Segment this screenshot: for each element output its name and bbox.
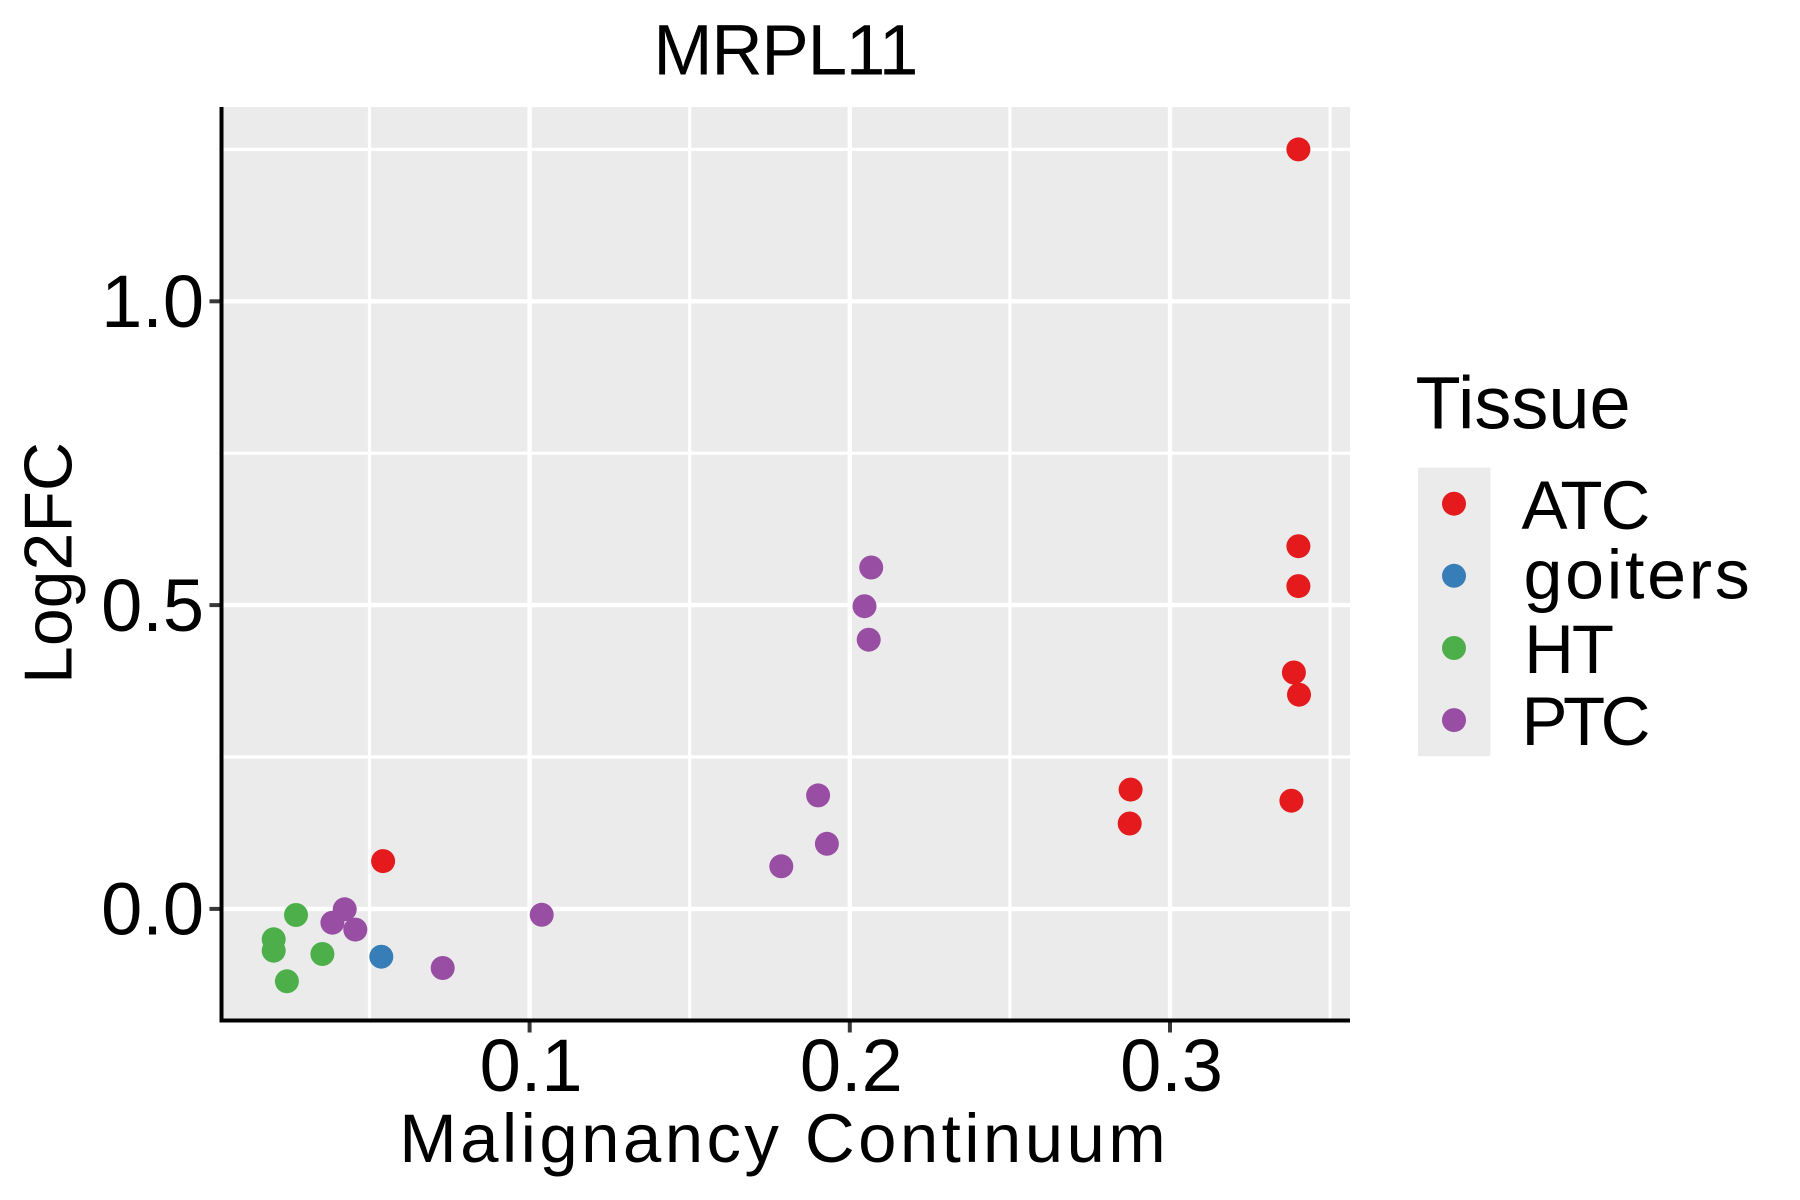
svg-text:MRPL11: MRPL11 [653,11,917,90]
svg-text:0.3: 0.3 [1120,1024,1223,1107]
svg-text:Tissue: Tissue [1416,362,1631,445]
svg-text:Log2FC: Log2FC [11,442,87,684]
svg-text:0.1: 0.1 [480,1024,583,1107]
svg-text:0.2: 0.2 [800,1024,903,1107]
svg-text:1.0: 1.0 [101,260,204,343]
svg-text:ATC: ATC [1522,467,1649,544]
svg-text:Malignancy Continuum: Malignancy Continuum [399,1100,1169,1177]
svg-text:0.5: 0.5 [101,564,204,647]
svg-text:0.0: 0.0 [101,868,204,951]
svg-text:goiters: goiters [1524,536,1753,614]
svg-text:HT: HT [1524,611,1613,688]
svg-text:PTC: PTC [1522,683,1649,760]
